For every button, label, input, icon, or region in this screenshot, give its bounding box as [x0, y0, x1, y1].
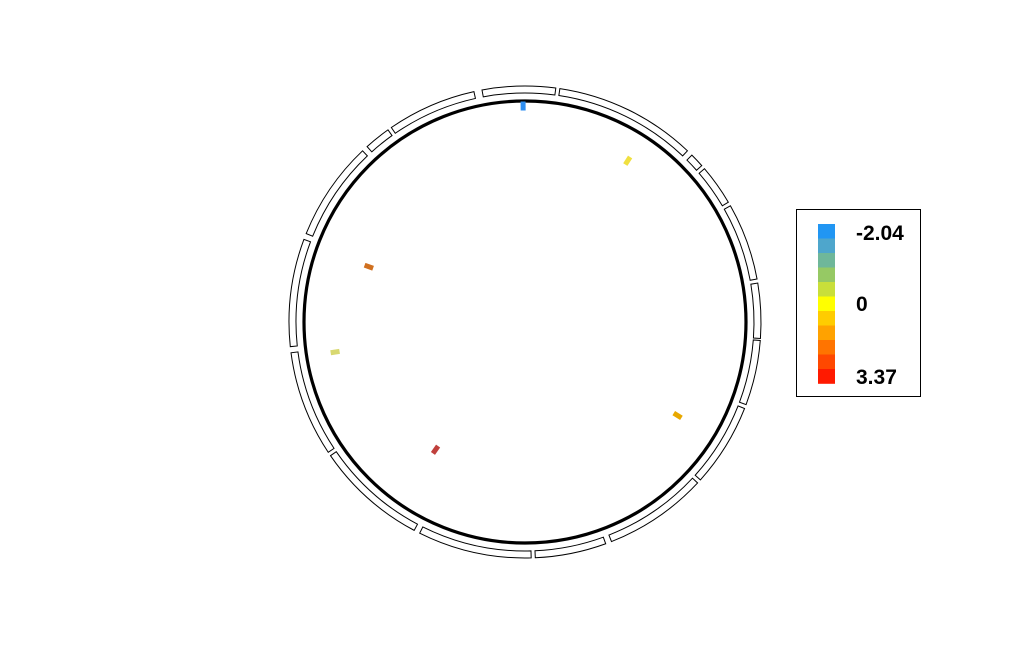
legend-swatch: [818, 282, 835, 297]
legend-swatch: [818, 325, 835, 341]
legend-swatch: [818, 253, 835, 268]
ideogram-segment: [723, 205, 758, 281]
ideogram-segment: [686, 154, 703, 171]
legend-swatch: [818, 224, 835, 239]
ideogram-segment: [366, 129, 393, 153]
ideogram-segment: [419, 526, 532, 559]
ideogram-segment: [481, 85, 557, 98]
legend-swatch: [818, 296, 835, 312]
legend-swatch: [818, 267, 835, 283]
data-mark: [623, 155, 633, 166]
ideogram-segment: [329, 451, 419, 532]
legend-swatch: [818, 238, 835, 254]
data-mark: [330, 348, 340, 356]
ideogram-segment: [738, 339, 761, 406]
ideogram-segment: [694, 405, 746, 481]
legend-swatch: [818, 369, 835, 384]
ideogram-ring: [288, 85, 762, 559]
ideogram-segment: [288, 238, 312, 348]
legend-swatch: [818, 311, 835, 326]
legend-box: [796, 209, 921, 397]
ideogram-segment: [290, 351, 335, 453]
legend-min-label: -2.04: [856, 222, 904, 245]
legend-swatch: [818, 340, 835, 355]
color-legend: -2.04 0 3.37: [796, 209, 921, 397]
data-mark: [363, 262, 374, 271]
ideogram-segment: [750, 282, 762, 339]
ideogram-segment: [558, 88, 689, 157]
ideogram-segment: [534, 536, 607, 559]
legend-max-label: 3.37: [856, 366, 897, 389]
ideogram-segment: [698, 168, 730, 207]
ideogram-segment: [608, 477, 699, 543]
ideogram-segment: [305, 150, 369, 237]
legend-swatch: [818, 354, 835, 370]
ideogram-segment: [390, 90, 477, 134]
data-marks: [330, 101, 683, 455]
data-mark: [672, 411, 683, 420]
legend-swatches: [818, 224, 835, 384]
main-circle: [302, 99, 748, 545]
data-mark: [430, 444, 441, 455]
legend-mid-label: 0: [856, 293, 868, 316]
